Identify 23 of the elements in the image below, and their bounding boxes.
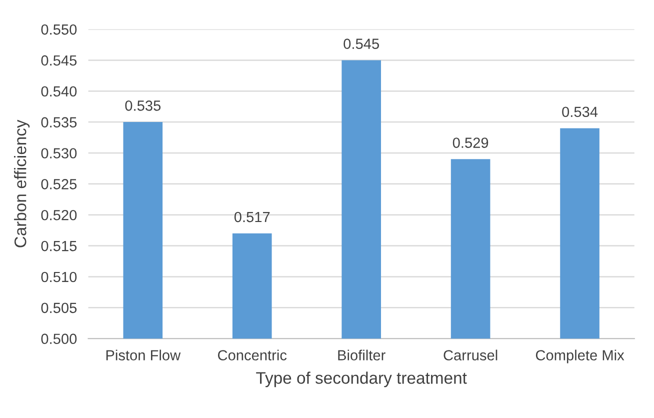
y-tick-label: 0.520 bbox=[41, 210, 77, 220]
y-tick-label: 0.545 bbox=[41, 55, 77, 66]
x-tick-label: Complete Mix bbox=[536, 350, 624, 364]
x-axis-title: Type of secondary treatment bbox=[256, 372, 467, 388]
x-tick-label: Biofilter bbox=[338, 350, 386, 360]
data-label: 0.535 bbox=[125, 100, 161, 111]
y-tick-label: 0.535 bbox=[41, 117, 77, 128]
data-label: 0.534 bbox=[562, 106, 598, 118]
y-axis-title: Carbon efficiency bbox=[14, 120, 30, 248]
data-label: 0.545 bbox=[344, 38, 379, 49]
y-tick-label: 0.505 bbox=[41, 302, 77, 314]
x-tick-label: Concentric bbox=[218, 350, 287, 360]
data-label: 0.529 bbox=[452, 138, 488, 148]
y-tick-label: 0.500 bbox=[41, 334, 77, 344]
y-tick-label: 0.530 bbox=[41, 148, 77, 158]
y-tick-label: 0.540 bbox=[41, 86, 77, 97]
x-tick-label: Piston Flow bbox=[106, 350, 181, 360]
y-tick-label: 0.525 bbox=[41, 179, 77, 190]
y-tick-label: 0.550 bbox=[41, 24, 77, 35]
y-tick-label: 0.515 bbox=[41, 240, 77, 252]
y-tick-label: 0.510 bbox=[41, 272, 77, 282]
data-label: 0.517 bbox=[234, 212, 270, 222]
x-tick-label: Carrusel bbox=[444, 350, 498, 360]
